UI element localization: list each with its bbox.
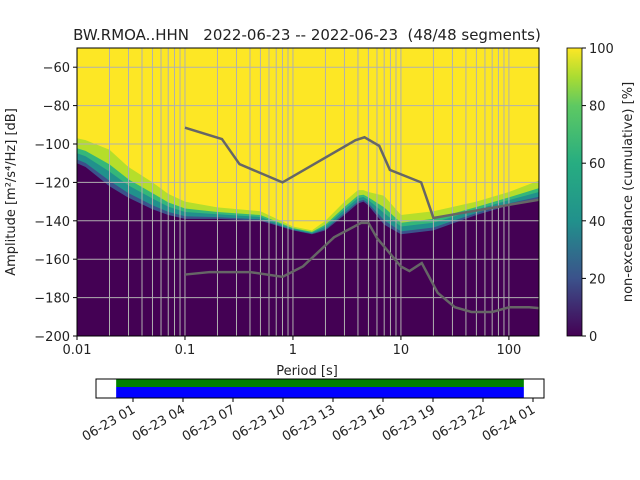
- axes: 0.01 0.1 1 10 100 −60 −80 −100 −120 −140 −160 −180 −…: [34, 47, 540, 358]
- y-axis-label: Amplitude [m²/s⁴/Hz] [dB]: [4, 108, 19, 276]
- timeline-tick-label: 06-23 16: [330, 402, 388, 444]
- timeline-tick-label: 06-23 19: [380, 402, 438, 444]
- colorbar-label: non-exceedance (cumulative) [%]: [621, 82, 636, 302]
- timeline-segments-bar: [116, 387, 524, 398]
- y-tick-label: −140: [34, 215, 70, 230]
- plot-area: [77, 48, 539, 336]
- y-tick-label: −60: [43, 61, 70, 76]
- chart-title: BW.RMOA..HHN 2022-06-23 -- 2022-06-23 (4…: [73, 26, 541, 44]
- colorbar-tick-label: 20: [589, 272, 606, 287]
- noise-model-nhnm: [184, 126, 539, 220]
- plot-frame: [76, 47, 540, 337]
- y-tick-label: −100: [34, 138, 70, 153]
- x-tick-label: 1: [289, 343, 297, 358]
- x-tick-label: 10: [393, 343, 410, 358]
- x-tick-label: 0.1: [175, 343, 196, 358]
- timeline-tick-label: 06-23 10: [230, 402, 288, 444]
- colorbar-tick-label: 60: [589, 157, 606, 172]
- colorbar-ticks: 0 20 40 60 80 100: [582, 42, 614, 345]
- timeline-tick-label: 06-23 01: [80, 402, 138, 444]
- x-axis-label: Period [s]: [276, 364, 338, 379]
- y-tick-label: −160: [34, 253, 70, 268]
- colorbar-tick-label: 100: [589, 42, 614, 57]
- colorbar: [566, 47, 583, 337]
- y-tick-label: −180: [34, 292, 70, 307]
- noise-model-nlnm: [184, 221, 539, 314]
- density-band-high: [77, 48, 539, 231]
- x-tick-label: 100: [496, 343, 521, 358]
- colorbar-tick-label: 80: [589, 100, 606, 115]
- timeline-frame: [95, 378, 545, 399]
- timeline-tick-label: 06-23 07: [180, 402, 238, 444]
- timeline-tick-label: 06-23 22: [430, 402, 488, 444]
- y-tick-label: −200: [34, 330, 70, 345]
- timeline-tick-label: 06-24 01: [480, 402, 538, 444]
- timeline-tick-label: 06-23 04: [130, 402, 188, 444]
- colorbar-tick-label: 0: [589, 330, 597, 345]
- y-tick-label: −80: [43, 100, 70, 115]
- colorbar-tick-label: 40: [589, 215, 606, 230]
- timeline-tick-label: 06-23 13: [280, 402, 338, 444]
- timeline-coverage-bar: [116, 379, 524, 387]
- y-tick-label: −120: [34, 176, 70, 191]
- x-tick-label: 0.01: [63, 343, 92, 358]
